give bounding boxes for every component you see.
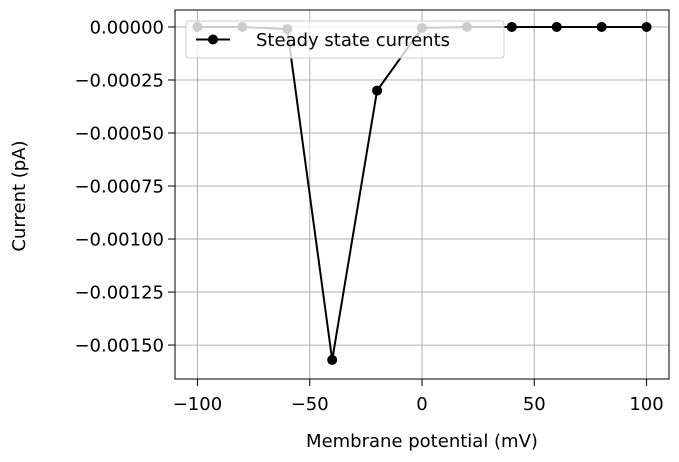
x-tick-label: 100 xyxy=(629,394,663,415)
x-tick-label: −50 xyxy=(291,394,329,415)
data-point xyxy=(641,21,652,32)
y-tick-label: −0.00100 xyxy=(74,230,164,251)
x-tick-label: 0 xyxy=(416,394,427,415)
data-point xyxy=(551,21,562,32)
y-tick-label: −0.00125 xyxy=(74,283,164,304)
x-tick-label: −100 xyxy=(173,394,222,415)
y-axis: 0.00000 −0.00025 −0.00050 −0.00075 −0.00100 −… xyxy=(74,17,175,357)
data-point xyxy=(372,85,383,96)
y-tick-label: −0.00075 xyxy=(74,177,164,198)
legend-box xyxy=(185,20,505,59)
y-axis-label: Current (pA) xyxy=(9,140,30,251)
y-tick-label: −0.00050 xyxy=(74,124,164,145)
y-tick-label: −0.00150 xyxy=(74,336,164,357)
y-tick-label: −0.00025 xyxy=(74,70,164,91)
x-tick-label: 50 xyxy=(523,394,546,415)
legend-label: Steady state currents xyxy=(256,30,450,51)
y-tick-label: 0.00000 xyxy=(90,17,164,38)
data-point xyxy=(506,21,517,32)
legend: Steady state currents xyxy=(185,20,505,59)
x-axis-label: Membrane potential (mV) xyxy=(306,431,538,452)
legend-marker xyxy=(208,34,218,45)
data-point xyxy=(596,21,607,32)
x-axis: −100 −50 0 50 100 xyxy=(173,379,664,415)
data-point xyxy=(327,354,338,365)
